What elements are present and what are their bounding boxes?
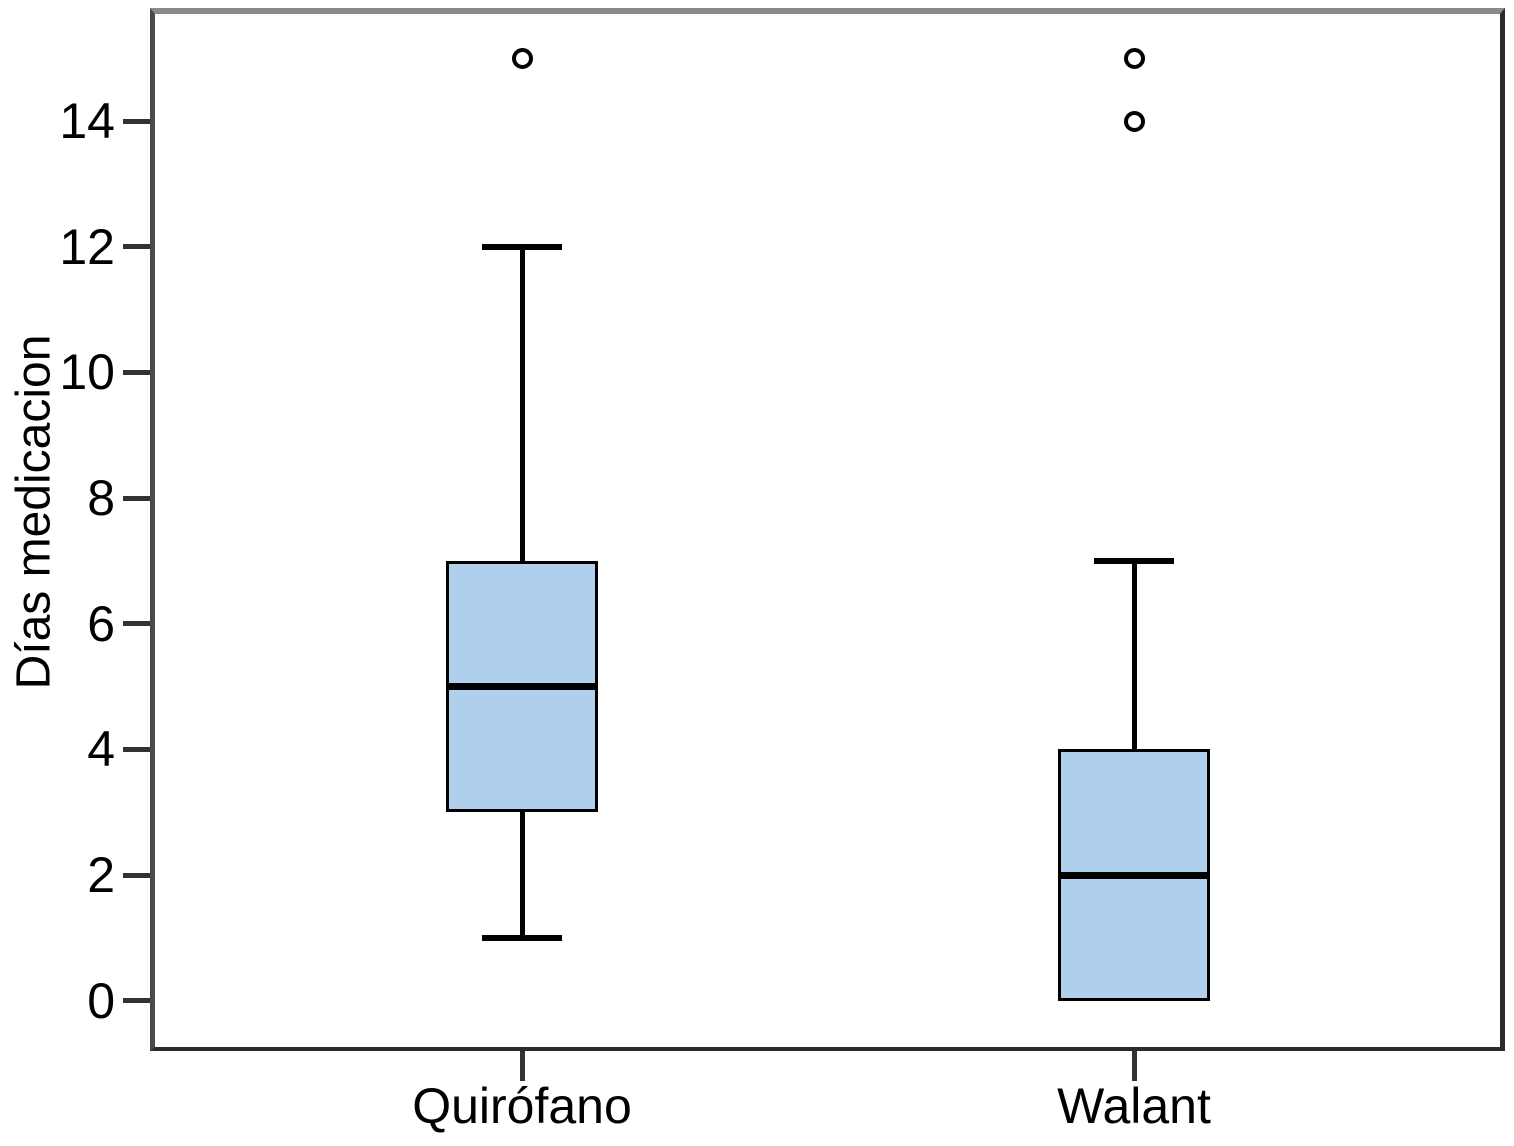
y-tick bbox=[123, 118, 150, 124]
outlier-circle bbox=[511, 47, 533, 69]
y-tick bbox=[123, 746, 150, 752]
x-tick bbox=[519, 1051, 525, 1081]
y-tick-label: 10 bbox=[59, 344, 115, 401]
y-tick-label: 8 bbox=[87, 470, 115, 527]
y-tick-label: 14 bbox=[59, 93, 115, 150]
y-tick bbox=[123, 495, 150, 501]
y-tick-label: 0 bbox=[87, 972, 115, 1029]
upper-whisker-cap bbox=[482, 243, 562, 250]
x-category-label: Walant bbox=[1057, 1078, 1211, 1134]
median-line bbox=[1058, 871, 1210, 879]
y-tick-label: 2 bbox=[87, 847, 115, 904]
x-tick bbox=[1131, 1051, 1137, 1081]
lower-whisker-line bbox=[519, 812, 525, 938]
outlier-circle bbox=[1123, 110, 1145, 132]
y-tick-label: 12 bbox=[59, 218, 115, 275]
upper-whisker-line bbox=[1131, 560, 1137, 750]
y-tick bbox=[123, 872, 150, 878]
y-axis: 0 2 4 6 8 10 12 14 bbox=[0, 8, 150, 1051]
y-tick bbox=[123, 244, 150, 250]
y-tick-label: 4 bbox=[87, 721, 115, 778]
lower-whisker-cap bbox=[482, 934, 562, 941]
x-category-label: Quirófano bbox=[412, 1078, 632, 1134]
plot-area bbox=[150, 8, 1505, 1051]
y-tick-label: 6 bbox=[87, 595, 115, 652]
outlier-circle bbox=[1123, 47, 1145, 69]
upper-whisker-line bbox=[519, 246, 525, 561]
y-tick bbox=[123, 621, 150, 627]
x-axis: Quirófano Walant bbox=[150, 1051, 1505, 1146]
upper-whisker-cap bbox=[1094, 557, 1174, 564]
y-tick bbox=[123, 369, 150, 375]
median-line bbox=[446, 683, 598, 691]
y-tick bbox=[123, 998, 150, 1004]
